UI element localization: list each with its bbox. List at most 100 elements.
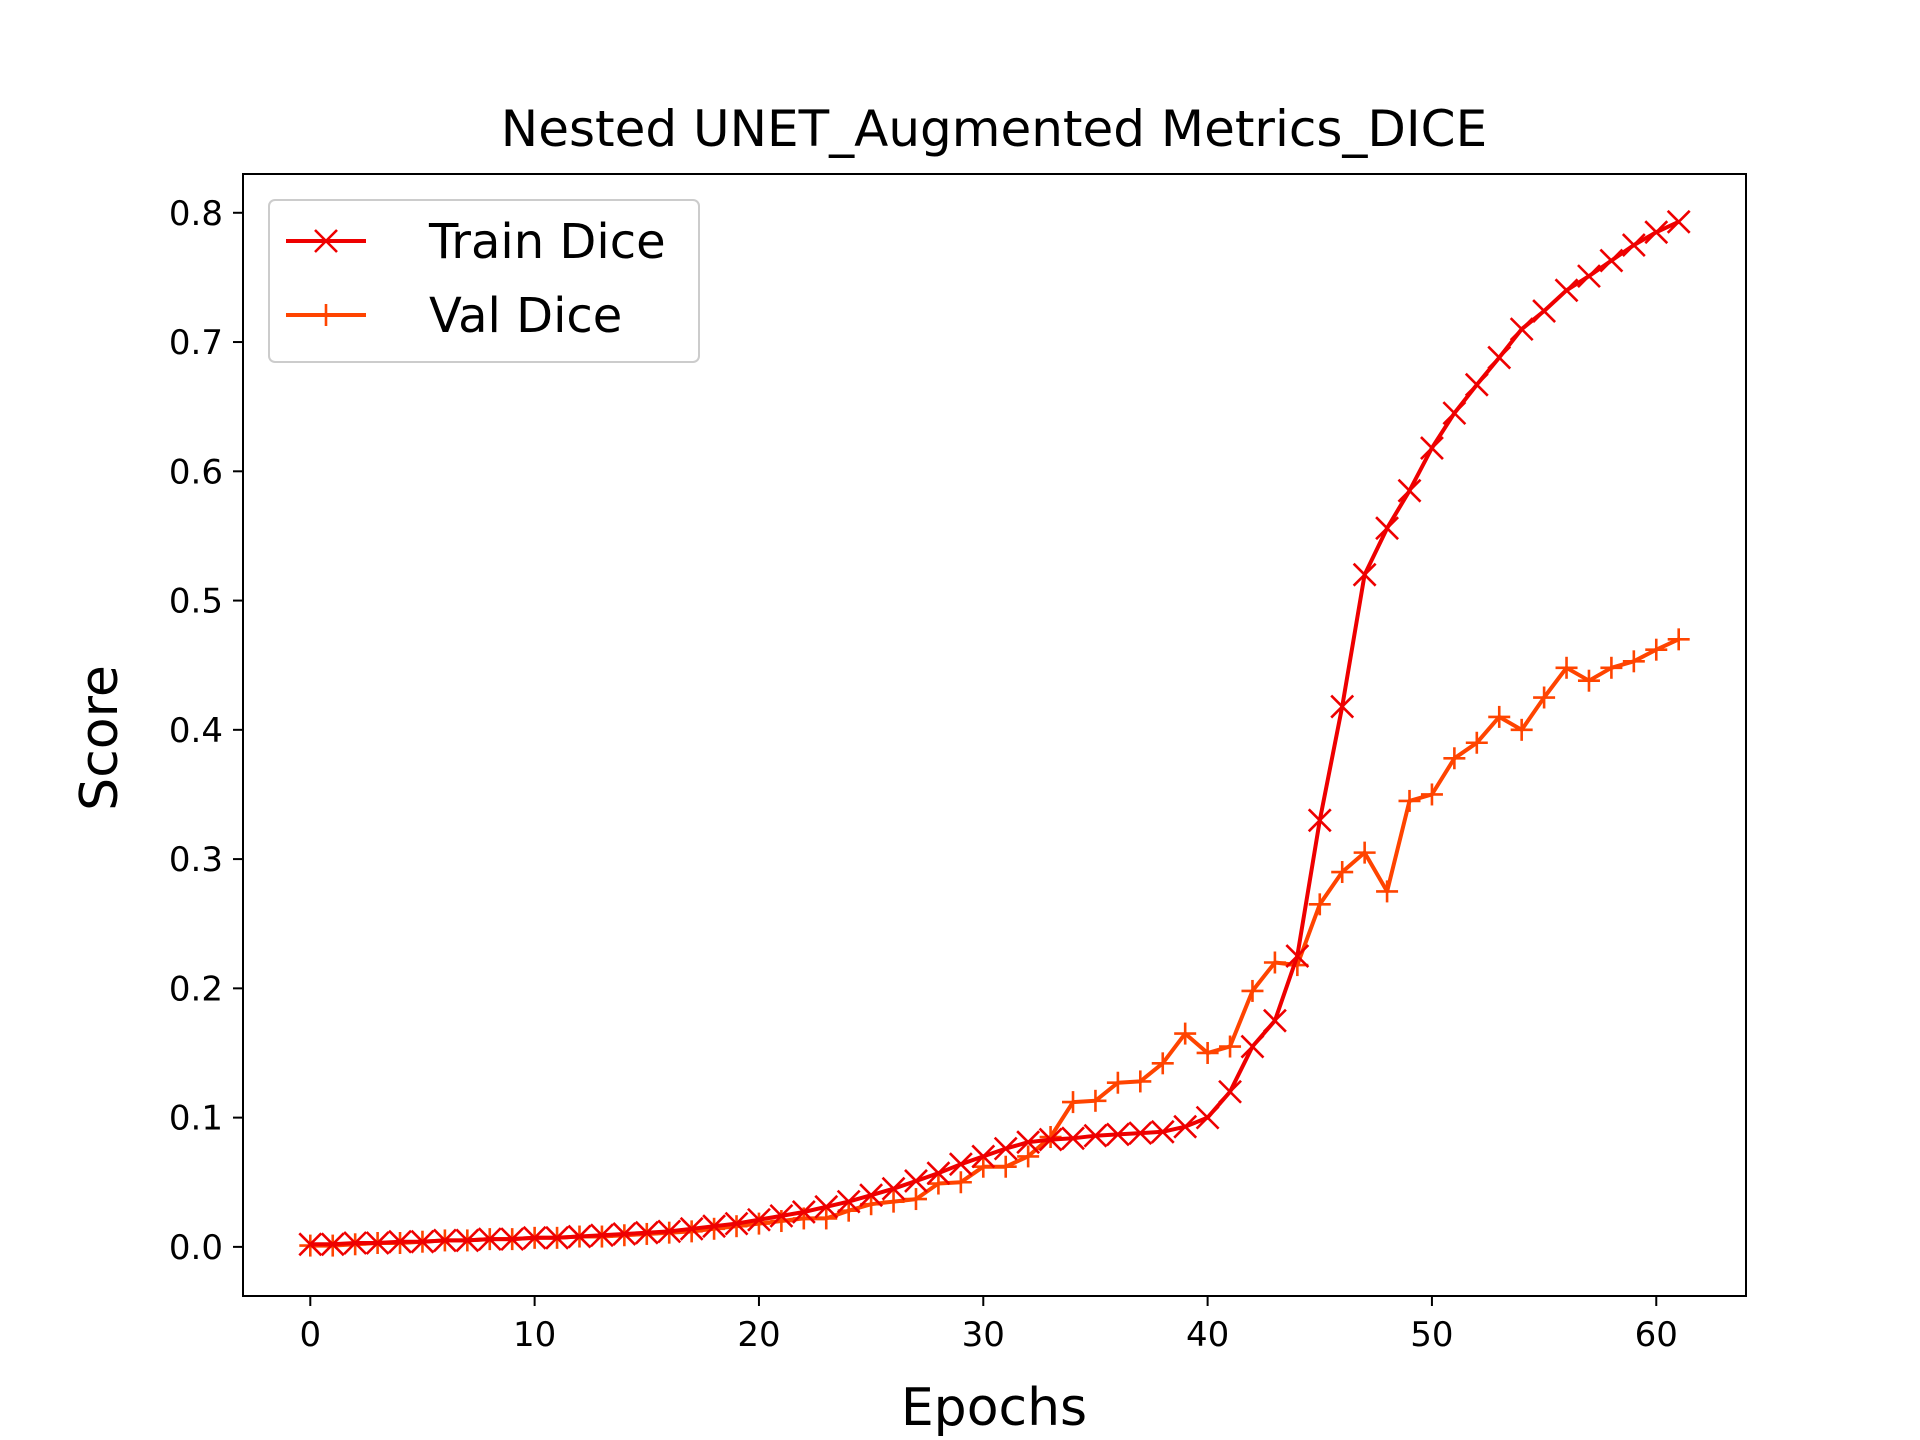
val-dice-point	[994, 1155, 1017, 1178]
train-dice-point	[1218, 1079, 1242, 1104]
train-dice-point	[702, 1214, 727, 1239]
plot-area: 0 10 20 30 40 50 60 0.0 0.1 0.2 0.3 0.4 0.5 0.6 0.7 0.8	[169, 173, 1747, 1355]
y-tick-label: 0.8	[169, 194, 223, 234]
train-dice-point	[948, 1152, 973, 1177]
train-dice-point	[791, 1200, 816, 1224]
train-dice-point	[747, 1207, 771, 1232]
train-dice-point	[1285, 944, 1310, 968]
y-tick-label: 0.2	[169, 969, 223, 1009]
y-tick-label: 0.0	[169, 1228, 223, 1268]
legend-item-val-dice: Val Dice	[286, 288, 622, 344]
train-dice-point	[1644, 220, 1669, 245]
val-dice-point	[1241, 979, 1264, 1002]
legend-label: Train Dice	[428, 214, 666, 270]
train-dice-point	[1307, 808, 1332, 833]
train-dice-point	[904, 1169, 928, 1193]
train-dice-point	[971, 1144, 996, 1169]
train-dice-point	[1397, 478, 1422, 503]
x-tick-label: 20	[737, 1315, 780, 1355]
train-dice-line	[310, 219, 1680, 1247]
val-dice-point	[1488, 705, 1511, 728]
train-dice-point	[1128, 1121, 1153, 1146]
train-dice-point	[1352, 562, 1377, 587]
val-dice-point	[1062, 1091, 1085, 1114]
train-dice-point	[1061, 1126, 1085, 1151]
legend: Train Dice Val Dice	[268, 199, 700, 363]
train-dice-point	[1509, 317, 1534, 342]
train-dice-point	[1173, 1114, 1198, 1139]
x-tick-label: 50	[1410, 1315, 1453, 1355]
train-dice-point	[545, 1225, 569, 1250]
train-dice-point	[634, 1220, 659, 1245]
train-dice-point	[432, 1228, 457, 1253]
train-dice-point	[1420, 436, 1444, 460]
y-tick-label: 0.6	[169, 452, 223, 492]
val-dice-point	[1555, 656, 1578, 679]
train-dice-point	[1262, 1008, 1287, 1033]
val-dice-point	[1017, 1145, 1040, 1168]
val-dice-point	[1308, 893, 1331, 916]
train-dice-point	[993, 1136, 1018, 1161]
y-tick-label: 0.7	[169, 323, 223, 363]
val-dice-point	[1196, 1041, 1219, 1064]
legend-label: Val Dice	[429, 288, 622, 344]
val-dice-point	[1039, 1126, 1062, 1149]
train-dice-point	[1532, 299, 1557, 323]
train-dice-point	[657, 1219, 682, 1244]
train-dice-point	[455, 1228, 480, 1253]
train-dice-point	[1016, 1130, 1041, 1155]
x-axis-title: Epochs	[901, 1378, 1087, 1438]
train-dice-point	[1240, 1034, 1265, 1059]
val-dice-point	[1129, 1070, 1152, 1093]
val-dice-point	[770, 1210, 793, 1233]
train-dice-point	[590, 1223, 614, 1248]
val-dice-point	[747, 1212, 770, 1235]
train-dice-point	[1195, 1105, 1220, 1130]
train-dice-point	[1442, 401, 1467, 426]
val-dice-point	[949, 1171, 972, 1194]
train-dice-point	[1621, 233, 1646, 258]
train-dice-point	[612, 1222, 637, 1246]
legend-swatch-marker	[314, 229, 338, 253]
val-dice-point	[1174, 1022, 1197, 1045]
val-dice-point	[1645, 638, 1668, 661]
y-tick-label: 0.4	[169, 711, 223, 751]
legend-box	[268, 199, 700, 363]
val-dice-line	[310, 637, 1680, 1248]
legend-item-train-dice: Train Dice	[286, 214, 666, 270]
val-dice-point	[1263, 951, 1286, 974]
train-dice-point	[769, 1203, 794, 1228]
train-dice-point	[522, 1225, 547, 1250]
val-dice-point	[1465, 731, 1488, 754]
val-dice-point	[1219, 1035, 1242, 1058]
val-dice-point	[1510, 718, 1533, 741]
chart-title: Nested UNET_Augmented Metrics_DICE	[501, 100, 1487, 158]
train-dice-point	[1150, 1119, 1175, 1144]
y-axis-title: Score	[70, 665, 130, 811]
x-tick-label: 0	[299, 1315, 321, 1355]
train-dice-point	[365, 1231, 390, 1255]
val-dice-point	[927, 1172, 950, 1195]
train-dice-point	[724, 1211, 749, 1236]
val-dice-point	[1151, 1052, 1174, 1075]
train-dice-point	[1375, 516, 1399, 541]
train-dice-point	[388, 1229, 412, 1254]
val-dice-point	[815, 1207, 838, 1230]
train-dice-point	[477, 1227, 502, 1252]
x-tick-label: 60	[1635, 1315, 1678, 1355]
train-dice-point	[1105, 1122, 1130, 1147]
train-dice-point	[343, 1231, 368, 1255]
train-dice-point	[926, 1161, 951, 1186]
val-dice-point	[1398, 789, 1421, 812]
y-tick-label: 0.1	[169, 1099, 223, 1139]
train-dice-point	[1038, 1127, 1063, 1152]
plot-frame	[242, 173, 1747, 1297]
val-dice-point	[972, 1155, 995, 1178]
val-dice-point	[1331, 861, 1354, 884]
train-dice-point	[410, 1229, 435, 1254]
train-dice-point	[1666, 209, 1691, 234]
train-dice-point	[1577, 264, 1601, 289]
val-dice-point	[1106, 1071, 1129, 1094]
